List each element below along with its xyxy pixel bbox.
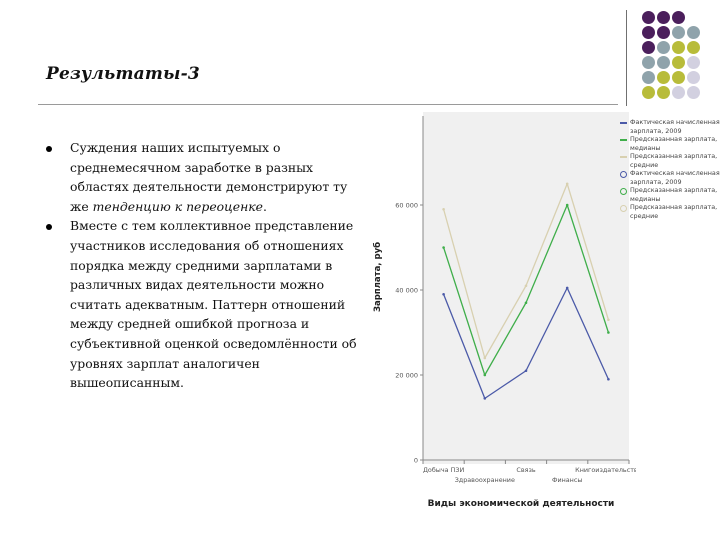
decor-dot [657, 26, 670, 39]
decor-dot [672, 71, 685, 84]
data-point [607, 331, 610, 334]
bullet-item: Суждения наших испытуемых о среднемесячн… [46, 138, 366, 216]
data-point [565, 286, 569, 290]
y-tick-label: 40 000 [395, 287, 418, 295]
legend-label: Предсказанная зарплата, медианы [630, 135, 718, 152]
decor-dot [642, 41, 655, 54]
legend-entry: Фактическая начисленная зарплата, 2009 [620, 118, 720, 135]
legend-circle-icon [620, 205, 627, 212]
salary-line-chart: 0 20 000 40 000 60 000 Добыча ПЗИ Здравоохра… [366, 112, 636, 520]
legend-entry: Фактическая начисленная зарплата, 2009 [620, 169, 720, 186]
legend-label: Фактическая начисленная зарплата, 2009 [630, 169, 720, 186]
legend-line-icon [620, 156, 627, 158]
x-tick-label: Финансы [552, 476, 583, 484]
legend-entry: Предсказанная зарплата, средние [620, 152, 720, 169]
y-tick-label: 20 000 [395, 372, 418, 380]
chart-canvas: 0 20 000 40 000 60 000 Добыча ПЗИ Здравоохра… [372, 112, 636, 509]
decor-dot [672, 26, 685, 39]
legend-line-icon [620, 139, 627, 141]
chart-legend: Фактическая начисленная зарплата, 2009 Пр… [620, 118, 720, 220]
data-point [565, 203, 569, 207]
data-point [524, 284, 528, 288]
decor-dot [687, 26, 700, 39]
data-point [442, 207, 445, 211]
x-tick-label: Добыча ПЗИ [423, 466, 465, 474]
legend-label: Предсказанная зарплата, средние [630, 152, 718, 169]
bullet-text-end: . [262, 198, 267, 214]
data-point [442, 292, 445, 296]
data-point [483, 356, 487, 360]
title-divider [38, 104, 618, 105]
legend-label: Предсказанная зарплата, средние [630, 203, 718, 220]
decor-dot [642, 71, 655, 84]
decor-dot [687, 71, 700, 84]
data-point [442, 246, 445, 249]
slide-title: Результаты-3 [46, 64, 200, 84]
bullet-text: Вместе с тем коллективное представление … [70, 218, 357, 391]
legend-label: Фактическая начисленная зарплата, 2009 [630, 118, 720, 135]
data-point [483, 373, 487, 377]
y-axis: 0 20 000 40 000 60 000 [395, 116, 424, 465]
decor-dot [642, 86, 655, 99]
decor-dot [657, 11, 670, 24]
decor-dot [687, 86, 700, 99]
legend-line-icon [620, 122, 627, 124]
data-point [565, 182, 569, 186]
legend-entry: Предсказанная зарплата, медианы [620, 186, 720, 203]
data-point [524, 301, 528, 305]
decor-dot [672, 86, 685, 99]
plot-background [423, 112, 629, 464]
decor-dot [642, 26, 655, 39]
data-point [524, 369, 528, 373]
series-layer [442, 182, 610, 400]
legend-circle-icon [620, 171, 627, 178]
x-axis-label: Виды экономической деятельности [428, 499, 615, 509]
y-tick-label: 60 000 [395, 202, 418, 210]
decor-dot [687, 56, 700, 69]
data-point [607, 318, 610, 322]
bullet-text: Суждения наших испытуемых о среднемесячн… [70, 140, 348, 214]
decor-dot [642, 56, 655, 69]
bullet-item: Вместе с тем коллективное представление … [46, 216, 366, 392]
decor-dot [657, 86, 670, 99]
decor-dot [657, 71, 670, 84]
data-point [483, 397, 487, 400]
decor-vertical-rule [626, 10, 627, 106]
bullet-list: Суждения наших испытуемых о среднемесячн… [46, 138, 366, 393]
decor-dot [672, 56, 685, 69]
decor-dot [672, 11, 685, 24]
decor-dot [657, 41, 670, 54]
decor-dot [642, 11, 655, 24]
bullet-emphasis: тенденцию к переоценке [92, 198, 263, 214]
decor-dot-grid [638, 9, 714, 109]
data-point [607, 377, 610, 381]
legend-entry: Предсказанная зарплата, средние [620, 203, 720, 220]
legend-entry: Предсказанная зарплата, медианы [620, 135, 720, 152]
decor-dot [687, 41, 700, 54]
x-tick-label: Книгоиздательство [575, 466, 636, 474]
y-tick-label: 0 [414, 457, 418, 465]
legend-label: Предсказанная зарплата, медианы [630, 186, 718, 203]
decor-dot [672, 41, 685, 54]
y-axis-label: Зарплата, руб [372, 242, 383, 312]
x-tick-label: Связь [516, 466, 535, 474]
bullet-dot-icon [46, 146, 52, 152]
x-tick-label: Здравоохранение [455, 476, 515, 484]
decor-dot [657, 56, 670, 69]
bullet-dot-icon [46, 224, 52, 231]
legend-circle-icon [620, 188, 627, 195]
